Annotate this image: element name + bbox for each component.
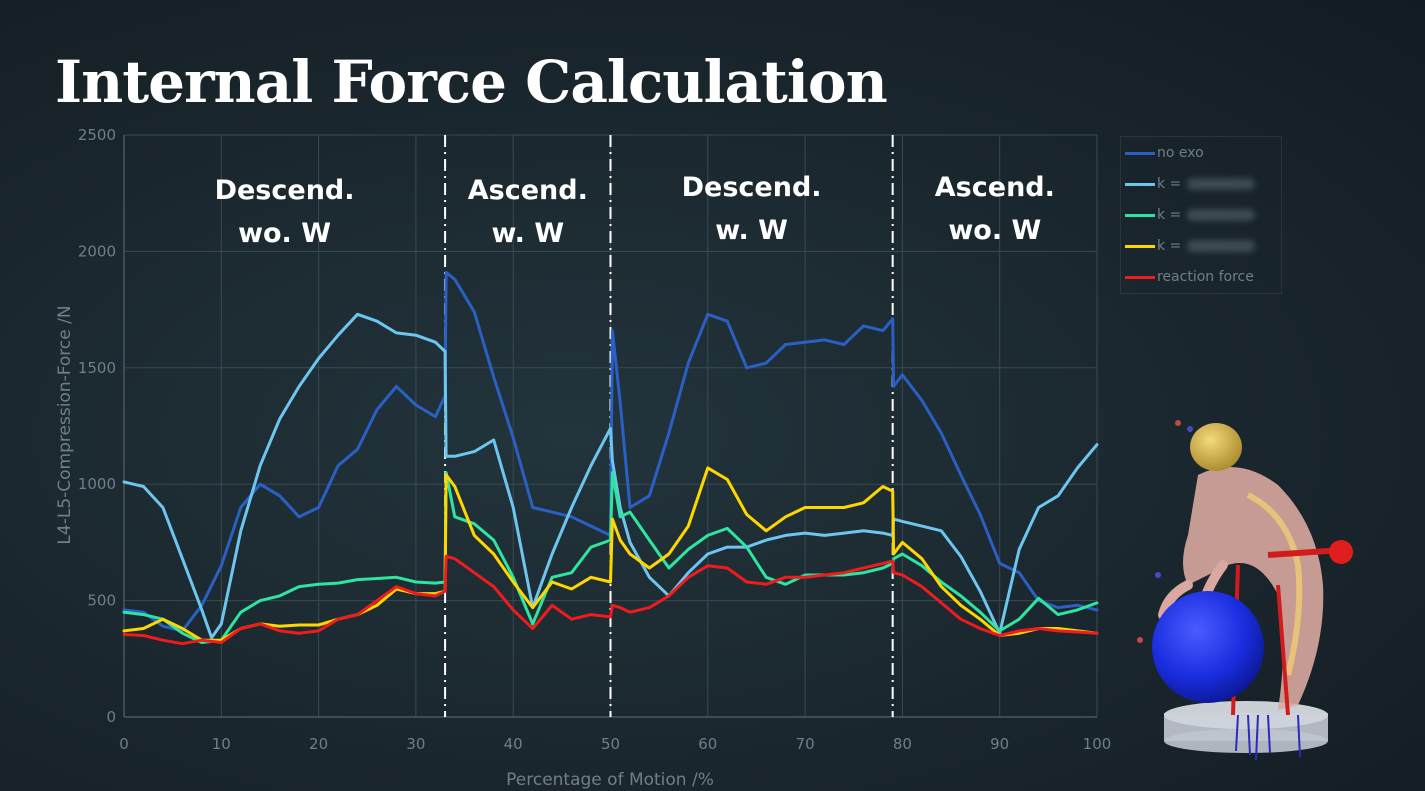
phase-label-line2: w. W — [715, 215, 788, 246]
legend-label: reaction force — [1157, 269, 1254, 285]
phase-label-line1: Descend. — [682, 172, 822, 203]
legend-label: k = — [1157, 176, 1182, 192]
x-tick-label: 70 — [796, 735, 815, 753]
legend-label: no exo — [1157, 145, 1204, 161]
y-tick-label: 1500 — [78, 359, 116, 377]
musculoskeletal-model-figure — [1137, 420, 1353, 761]
redacted-value — [1187, 178, 1256, 190]
x-tick-label: 60 — [698, 735, 717, 753]
redacted-value — [1187, 240, 1256, 252]
x-axis-label: Percentage of Motion /% — [506, 770, 714, 790]
phase-label-line1: Ascend. — [935, 172, 1055, 203]
phase-labels: Descend. wo. W Ascend. w. W Descend. w. W Asce… — [215, 135, 1055, 717]
x-tick-label: 100 — [1083, 735, 1112, 753]
legend-label: k = — [1157, 207, 1182, 223]
phase-label-line2: w. W — [491, 218, 564, 249]
legend-swatch — [1125, 244, 1155, 248]
phase-label-line2: wo. W — [238, 218, 331, 249]
legend-item: k = — [1125, 205, 1256, 225]
y-axis-label: L4-L5-Compression-Force /N — [55, 305, 75, 544]
series-line-4 — [122, 554, 1099, 646]
legend-swatch — [1125, 182, 1155, 186]
legend-item: no exo — [1125, 143, 1204, 163]
phase-label-line1: Ascend. — [468, 175, 588, 206]
y-tick-label: 500 — [87, 592, 116, 610]
series-line-1 — [122, 312, 1099, 640]
legend-item: k = — [1125, 174, 1256, 194]
x-tick-label: 90 — [990, 735, 1009, 753]
series-line-0 — [122, 270, 1099, 633]
y-tick-label: 2500 — [78, 126, 116, 144]
chart-axes: 0 10 20 30 40 50 60 70 80 90 100050010001500200025… — [78, 126, 1112, 753]
y-tick-label: 0 — [106, 708, 116, 726]
series-line-3 — [122, 466, 1099, 642]
chart-series — [122, 270, 1099, 646]
x-tick-label: 40 — [504, 735, 523, 753]
legend-label: k = — [1157, 238, 1182, 254]
phase-label-line1: Descend. — [215, 175, 355, 206]
series-line-2 — [122, 471, 1099, 644]
y-tick-label: 2000 — [78, 242, 116, 260]
x-tick-label: 80 — [893, 735, 912, 753]
x-tick-label: 30 — [406, 735, 425, 753]
page-title: Internal Force Calculation — [55, 48, 888, 116]
y-tick-label: 1000 — [78, 475, 116, 493]
legend-swatch — [1125, 275, 1155, 279]
legend-item: k = — [1125, 236, 1256, 256]
legend-swatch — [1125, 213, 1155, 217]
x-tick-label: 50 — [601, 735, 620, 753]
redacted-value — [1187, 209, 1256, 221]
legend-swatch — [1125, 151, 1155, 155]
chart-legend: no exo k = k = k = reaction force — [1120, 136, 1282, 294]
x-tick-label: 10 — [212, 735, 231, 753]
phase-label-line2: wo. W — [948, 215, 1041, 246]
x-tick-label: 0 — [119, 735, 129, 753]
legend-item: reaction force — [1125, 267, 1254, 287]
x-tick-label: 20 — [309, 735, 328, 753]
